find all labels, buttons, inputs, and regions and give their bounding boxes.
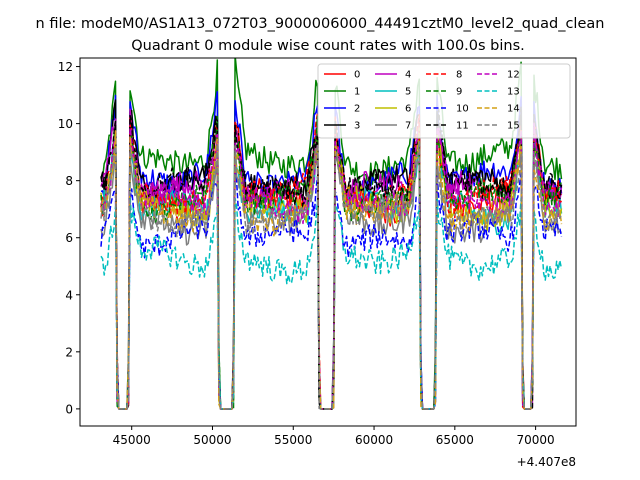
legend-label-14: 14 <box>507 104 520 115</box>
y-tick-label: 8 <box>65 174 73 188</box>
x-tick-label: 55000 <box>274 433 312 447</box>
legend-label-3: 3 <box>354 121 360 132</box>
x-tick-label: 50000 <box>193 433 231 447</box>
suptitle: n file: modeM0/AS1A13_072T03_9000006000_… <box>36 16 605 32</box>
legend-label-7: 7 <box>405 121 411 132</box>
legend-label-10: 10 <box>456 104 469 115</box>
series-line-15 <box>100 140 563 410</box>
series-line-13 <box>100 195 563 410</box>
y-axis: 0 2 4 6 8 10 12 <box>58 60 80 416</box>
series-layer <box>100 58 563 410</box>
legend-label-0: 0 <box>354 70 360 81</box>
x-tick-label: 60000 <box>355 433 393 447</box>
legend-label-13: 13 <box>507 87 520 98</box>
y-tick-label: 4 <box>65 288 73 302</box>
legend-label-5: 5 <box>405 87 411 98</box>
y-tick-label: 10 <box>58 117 73 131</box>
legend-label-15: 15 <box>507 121 520 132</box>
series-line-12 <box>100 122 562 410</box>
x-tick-label: 70000 <box>517 433 555 447</box>
series-line-10 <box>100 170 563 410</box>
y-tick-label: 2 <box>65 345 73 359</box>
axes-title: Quadrant 0 module wise count rates with … <box>131 38 525 54</box>
y-tick-label: 12 <box>58 60 73 74</box>
x-offset-text: +4.407e8 <box>517 455 576 469</box>
x-tick-label: 65000 <box>436 433 474 447</box>
legend-label-11: 11 <box>456 121 469 132</box>
y-tick-label: 6 <box>65 231 73 245</box>
x-axis: 45000 50000 55000 60000 65000 70000 <box>113 426 555 447</box>
legend-label-2: 2 <box>354 104 360 115</box>
legend-label-8: 8 <box>456 70 462 81</box>
legend-label-6: 6 <box>405 104 411 115</box>
legend-label-9: 9 <box>456 87 462 98</box>
plot-frame <box>79 57 577 427</box>
legend-box <box>317 63 571 139</box>
series-line-11 <box>100 105 563 410</box>
x-tick-label: 45000 <box>113 433 151 447</box>
legend-label-12: 12 <box>507 70 520 81</box>
series-line-14 <box>100 127 563 410</box>
legend-label-1: 1 <box>354 87 360 98</box>
y-tick-label: 0 <box>65 402 73 416</box>
legend-label-4: 4 <box>405 70 411 81</box>
